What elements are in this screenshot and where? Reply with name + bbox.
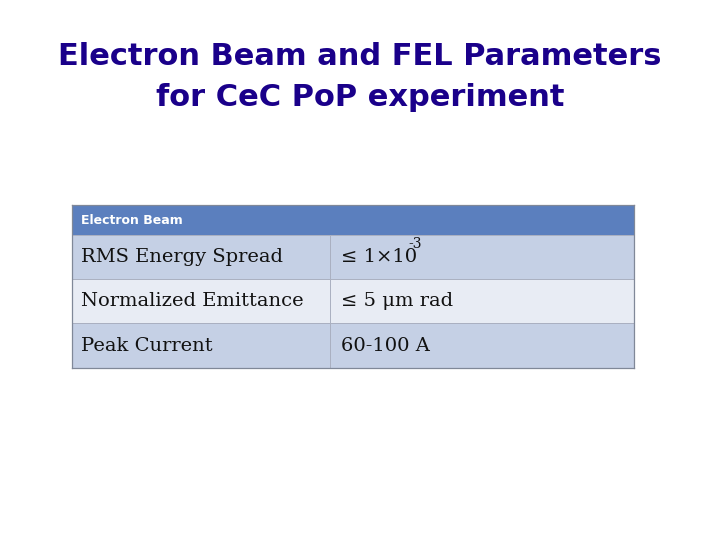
Text: ≤ 5 μm rad: ≤ 5 μm rad [341,292,454,310]
Text: Electron Beam and FEL Parameters: Electron Beam and FEL Parameters [58,42,662,71]
Text: Electron Beam: Electron Beam [81,213,182,227]
Text: ≤ 1×10: ≤ 1×10 [341,248,418,266]
Text: Normalized Emittance: Normalized Emittance [81,292,303,310]
Text: Peak Current: Peak Current [81,336,212,355]
Text: -3: -3 [408,237,422,251]
Text: RMS Energy Spread: RMS Energy Spread [81,248,283,266]
Text: 60-100 A: 60-100 A [341,336,430,355]
Text: for CeC PoP experiment: for CeC PoP experiment [156,83,564,112]
